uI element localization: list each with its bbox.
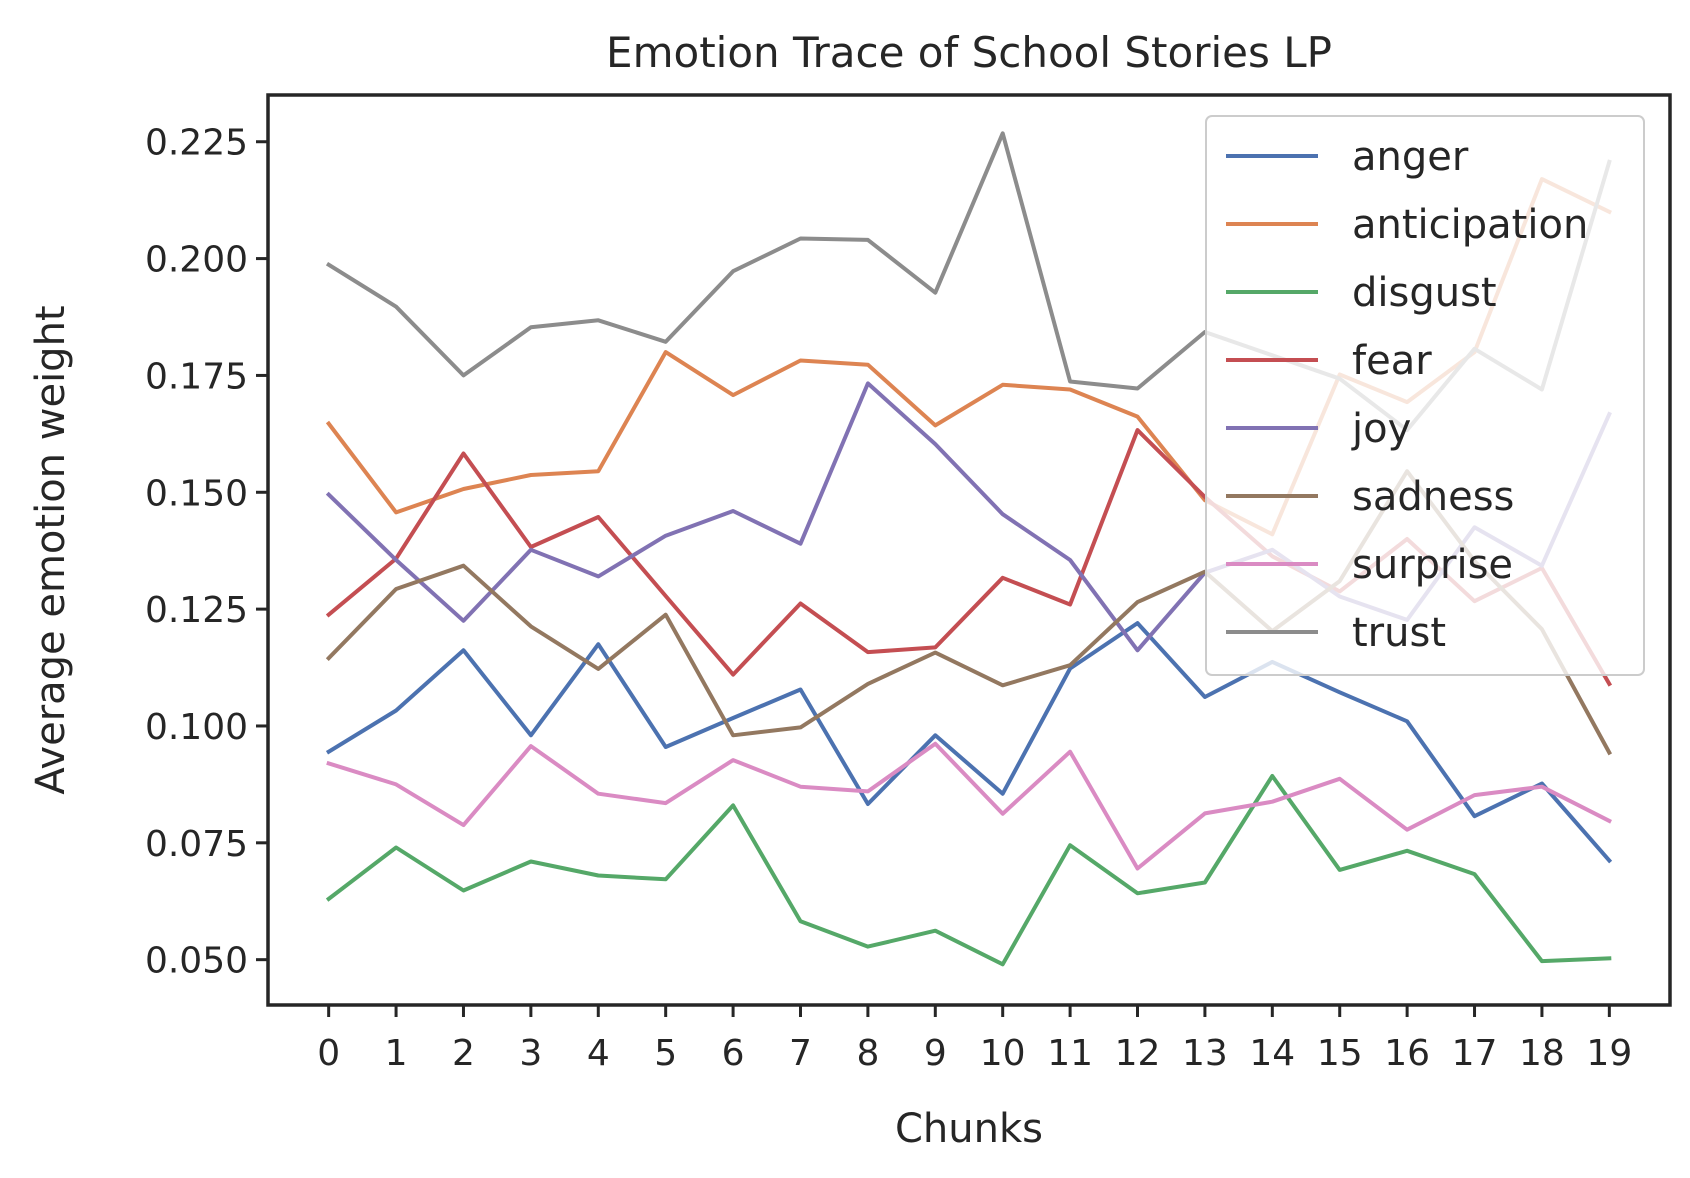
series-layer [325, 131, 1613, 967]
legend-label-anticipation: anticipation [1352, 202, 1588, 248]
y-tick-label: 0.150 [145, 473, 248, 514]
legend-label-disgust: disgust [1352, 270, 1497, 316]
x-tick-label: 10 [980, 1033, 1026, 1074]
x-tick-label: 8 [856, 1033, 879, 1074]
x-tick-label: 1 [385, 1033, 408, 1074]
legend-box [1205, 115, 1645, 676]
y-tick-label: 0.050 [145, 941, 248, 982]
x-tick-label: 17 [1452, 1033, 1498, 1074]
legend-label-trust: trust [1352, 610, 1446, 656]
legend-label-sadness: sadness [1352, 474, 1514, 520]
x-tick-label: 19 [1586, 1033, 1632, 1074]
legend-label-joy: joy [1351, 406, 1411, 452]
legend-label-fear: fear [1352, 338, 1432, 384]
chart-title: Emotion Trace of School Stories LP [606, 28, 1332, 77]
x-tick-label: 6 [722, 1033, 745, 1074]
y-tick-label: 0.125 [145, 590, 248, 631]
plot-frame [266, 93, 1672, 1007]
y-tick-label: 0.200 [145, 240, 248, 281]
x-tick-label: 11 [1047, 1033, 1093, 1074]
y-tick-label: 0.225 [145, 123, 248, 164]
series-line-surprise [326, 741, 1612, 871]
legend-label-anger: anger [1352, 134, 1469, 180]
series-line-disgust [325, 774, 1612, 967]
x-tick-label: 0 [317, 1033, 340, 1074]
y-axis-title: Average emotion weight [28, 305, 74, 794]
x-tick-label: 3 [519, 1033, 542, 1074]
x-axis: 0 1 2 3 4 5 6 7 8 9 10 11 12 13 14 15 16 17 18 19 [317, 1005, 1632, 1074]
y-tick-label: 0.075 [145, 824, 248, 865]
legend-label-surprise: surprise [1352, 542, 1513, 588]
x-tick-label: 4 [587, 1033, 610, 1074]
x-axis-title: Chunks [895, 1106, 1043, 1152]
x-tick-label: 15 [1317, 1033, 1363, 1074]
x-tick-label: 5 [654, 1033, 677, 1074]
x-tick-label: 16 [1384, 1033, 1430, 1074]
y-tick-label: 0.100 [145, 707, 248, 748]
x-tick-label: 9 [924, 1033, 947, 1074]
x-tick-label: 2 [452, 1033, 475, 1074]
y-tick-label: 0.175 [145, 356, 248, 397]
y-axis: 0.050 0.075 0.100 0.125 0.150 0.175 0.200 0.225 [145, 123, 268, 982]
x-tick-label: 12 [1115, 1033, 1161, 1074]
x-tick-label: 18 [1519, 1033, 1565, 1074]
x-tick-label: 13 [1182, 1033, 1228, 1074]
legend: anger anticipation disgust fear joy sadness su… [1205, 115, 1645, 676]
x-tick-label: 14 [1249, 1033, 1295, 1074]
x-tick-label: 7 [789, 1033, 812, 1074]
series-line-anger [325, 621, 1613, 864]
